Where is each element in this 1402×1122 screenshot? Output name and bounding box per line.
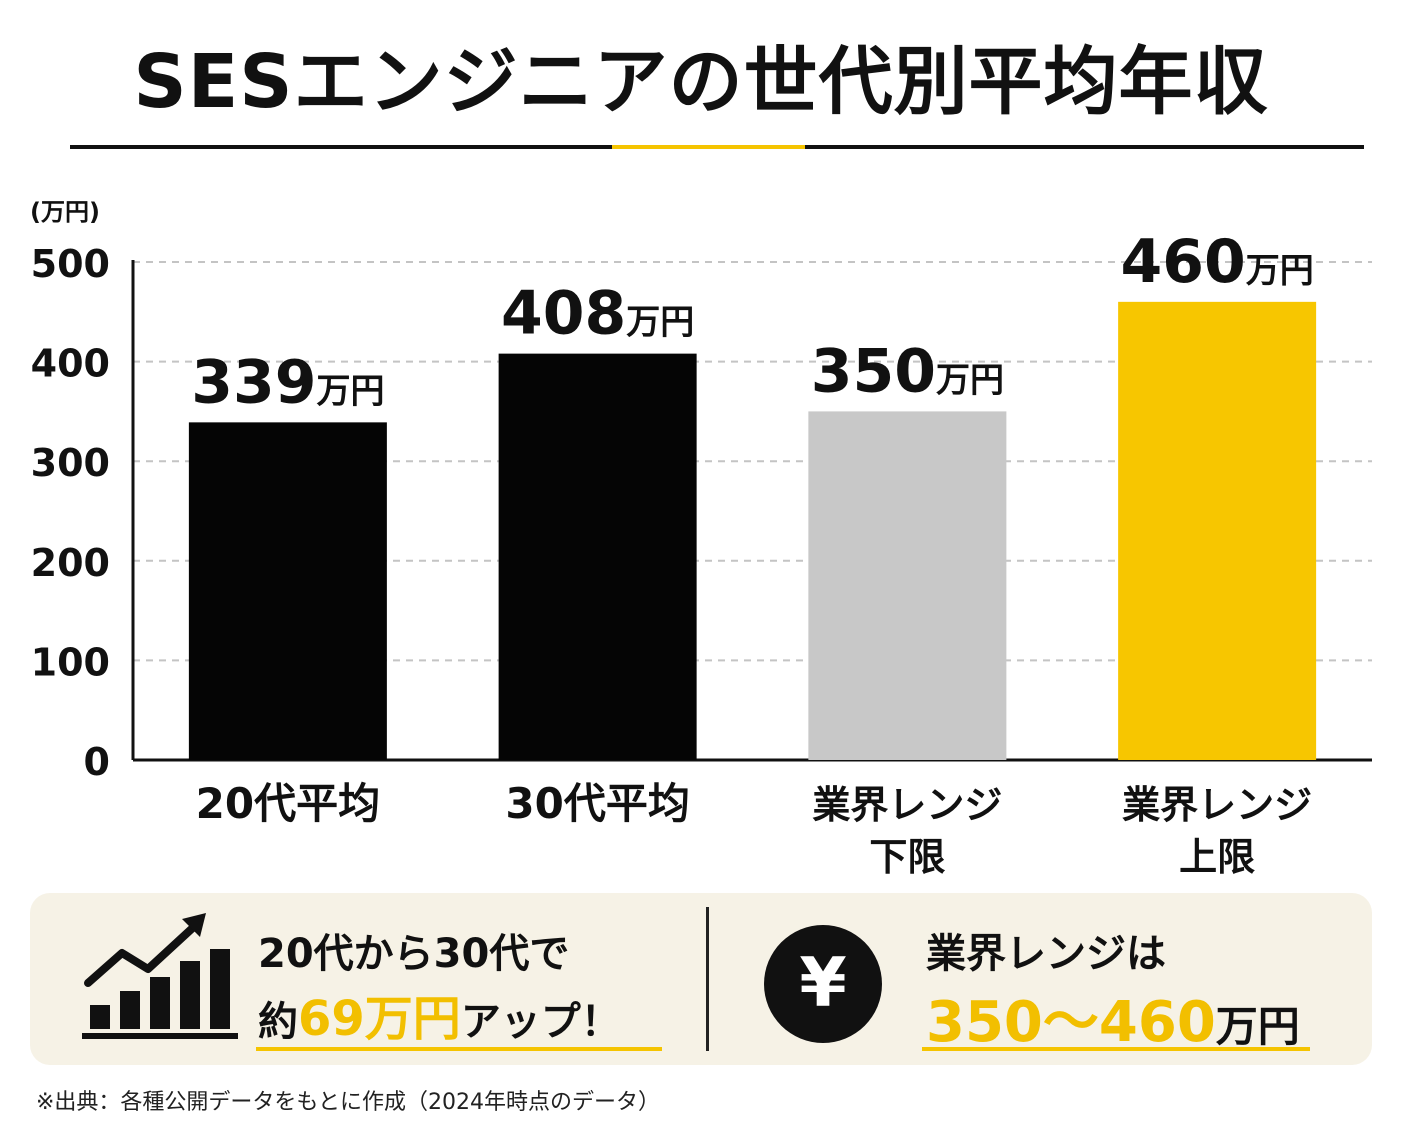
panel-divider [706, 907, 709, 1051]
growth-amount: 69万円 [298, 991, 461, 1047]
growth-text-line1: 20代から30代で [258, 931, 570, 977]
data-label: 408万円 [501, 279, 694, 349]
chart-growth-arrow-icon [82, 913, 238, 1039]
data-label: 350万円 [811, 336, 1004, 406]
range-text-line2: 350〜460万円 [926, 977, 1300, 1058]
y-tick-label: 0 [84, 740, 110, 784]
x-tick-label: 30代平均 [505, 779, 689, 828]
data-label-value: 350 [811, 336, 936, 406]
data-label-unit: 万円 [626, 303, 694, 343]
data-label-unit: 万円 [317, 371, 385, 411]
bar [808, 411, 1007, 760]
x-tick-label: 業界レンジ [1122, 783, 1312, 827]
x-tick-label: 下限 [869, 835, 945, 879]
range-unit: 万円 [1215, 1002, 1300, 1051]
data-label: 339万円 [191, 347, 384, 417]
y-tick-label: 500 [31, 242, 110, 286]
y-axis-unit-label: (万円) [30, 198, 100, 226]
growth-text-line2: 約69万円アップ！ [258, 979, 621, 1049]
data-label-value: 460 [1121, 227, 1246, 297]
x-tick-label: 20代平均 [196, 779, 380, 828]
x-tick-label: 業界レンジ [812, 783, 1002, 827]
yen-icon: ¥ [764, 925, 882, 1043]
y-tick-label: 200 [31, 541, 110, 585]
x-tick-label: 上限 [1179, 835, 1255, 879]
data-label-unit: 万円 [1246, 251, 1314, 291]
y-tick-label: 400 [31, 342, 110, 386]
page-title: SESエンジニアの世代別平均年収 [133, 39, 1269, 125]
growth-underline [256, 1047, 662, 1051]
source-footnote: ※出典：各種公開データをもとに作成（2024年時点のデータ） [36, 1090, 660, 1115]
growth-prefix: 約 [258, 999, 298, 1045]
y-tick-label: 100 [31, 640, 110, 684]
title-underline-accent [612, 145, 805, 149]
bar [498, 353, 697, 760]
data-label-unit: 万円 [936, 360, 1004, 400]
growth-suffix: アップ！ [460, 999, 621, 1045]
range-values: 350〜460 [926, 990, 1216, 1055]
y-tick-label: 300 [31, 441, 110, 485]
bar [188, 422, 387, 760]
range-text-line1: 業界レンジは [926, 931, 1166, 977]
data-label-value: 339 [191, 347, 316, 417]
bar [1118, 301, 1317, 760]
range-underline [922, 1047, 1310, 1051]
data-label-value: 408 [501, 279, 626, 349]
bar-chart: (万円)0100200300400500339万円20代平均408万円30代平均… [30, 198, 1372, 879]
summary-panel: 20代から30代で 約69万円アップ！ ¥ 業界レンジは 350〜460万円 [30, 893, 1372, 1065]
data-label: 460万円 [1121, 227, 1314, 297]
